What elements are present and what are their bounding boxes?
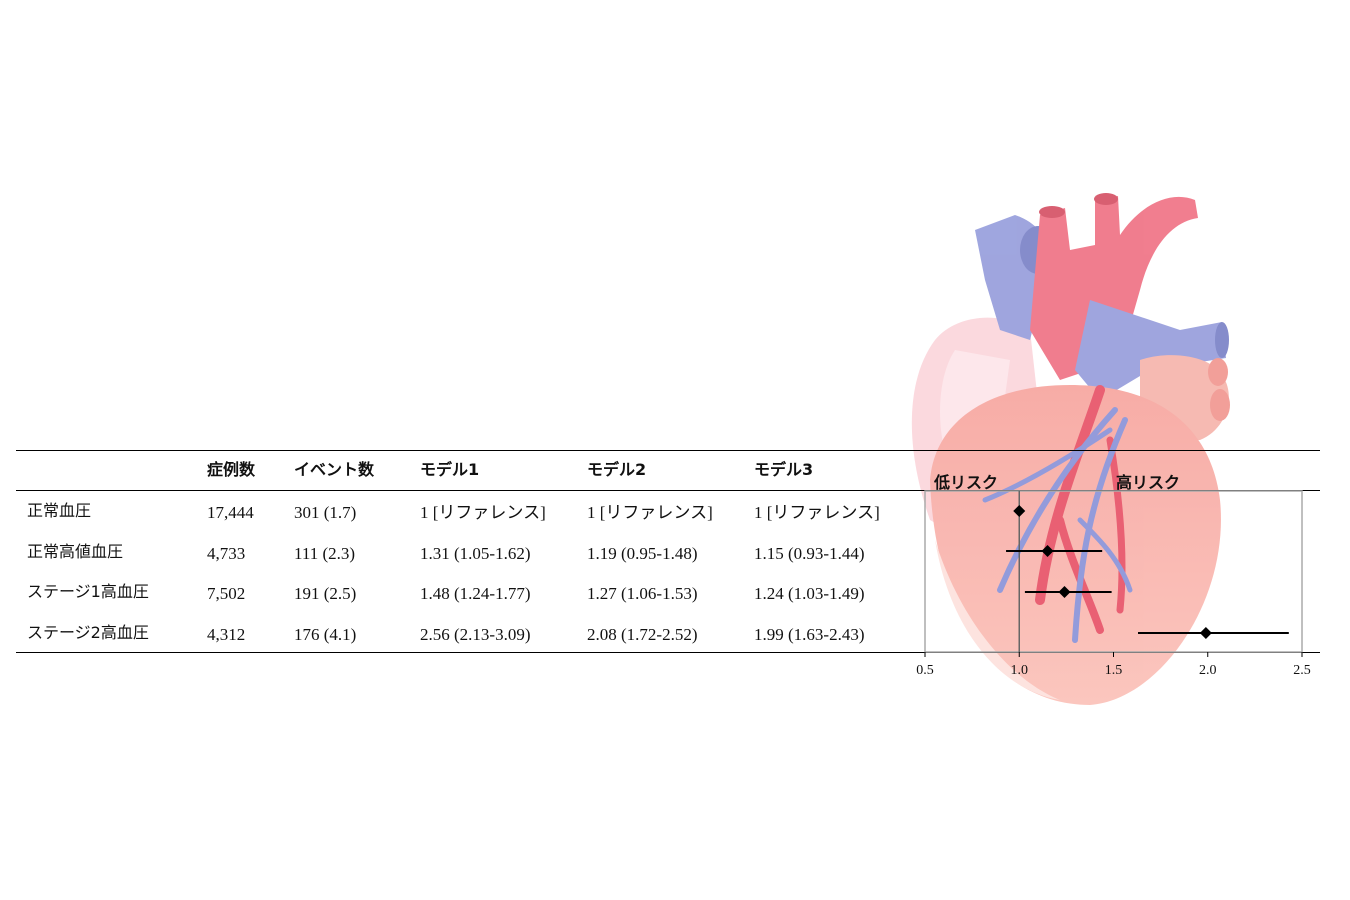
row-label: ステージ2高血圧 [27,623,149,642]
row-label: ステージ1高血圧 [27,582,149,601]
row-label: 正常血圧 [27,501,92,520]
col-header-model1: モデル1 [420,460,480,479]
events-value: 191 (2.5) [294,584,357,603]
point-estimate [1013,505,1026,517]
row-label: 正常高値血圧 [27,542,124,561]
cases-value: 7,502 [207,584,246,603]
point-estimate [1058,586,1071,598]
events-value: 111 (2.3) [294,544,356,563]
model3-value: 1.99 (1.63-2.43) [754,625,865,644]
col-header-model2: モデル2 [587,460,647,479]
col-header-model3: モデル3 [754,460,814,479]
x-tick-label: 0.5 [916,663,934,678]
plot-frame [924,490,1303,653]
model2-value: 1 [リファレンス] [587,503,713,522]
cases-value: 4,733 [207,544,246,563]
x-tick-label: 2.5 [1293,663,1311,678]
point-estimate [1199,627,1212,639]
x-tick-label: 1.0 [1010,663,1029,678]
events-value: 301 (1.7) [294,503,357,522]
top-rule [16,450,1320,451]
col-header-events: イベント数 [294,460,375,479]
model1-value: 1.48 (1.24-1.77) [420,584,531,603]
x-tick-label: 1.5 [1104,663,1123,678]
low-risk-label: 低リスク [934,473,999,492]
header-rule [16,490,1320,491]
events-value: 176 (4.1) [294,625,357,644]
model3-value: 1 [リファレンス] [754,503,880,522]
col-header-cases: 症例数 [207,460,256,479]
model3-value: 1.15 (0.93-1.44) [754,544,865,563]
x-tick-label: 2.0 [1199,663,1217,678]
model3-value: 1.24 (1.03-1.49) [754,584,865,603]
high-risk-label: 高リスク [1116,473,1181,492]
bottom-rule [16,652,1320,653]
model1-value: 1 [リファレンス] [420,503,546,522]
cases-value: 17,444 [207,503,254,522]
model1-value: 1.31 (1.05-1.62) [420,544,531,563]
model1-value: 2.56 (2.13-3.09) [420,625,531,644]
point-estimate [1041,545,1054,557]
model2-value: 2.08 (1.72-2.52) [587,625,698,644]
cases-value: 4,312 [207,625,246,644]
model2-value: 1.27 (1.06-1.53) [587,584,698,603]
model2-value: 1.19 (0.95-1.48) [587,544,698,563]
